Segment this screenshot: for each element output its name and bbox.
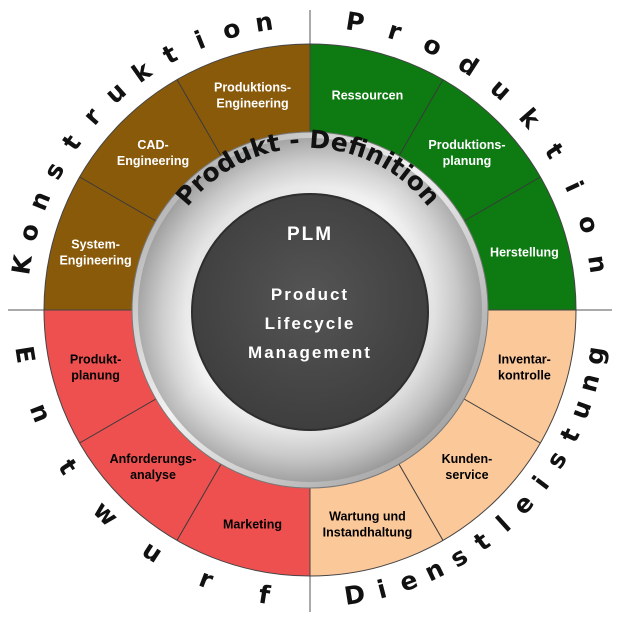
- segment-label-produktion-2: Produktions-planung: [428, 138, 505, 168]
- title-letter-dienstleistung-3: e: [396, 564, 423, 597]
- title-letter-produktion-1: P: [344, 6, 368, 38]
- divider-dienstleistung-2: [393, 455, 444, 541]
- title-letter-dienstleistung-11: t: [554, 423, 586, 447]
- title-letter-produktion-9: o: [572, 212, 605, 238]
- title-letter-dienstleistung-13: n: [573, 370, 606, 395]
- title-letter-entwurf-6: r: [195, 563, 218, 595]
- title-letter-konstruktion-3: n: [23, 186, 57, 214]
- title-letter-produktion-10: n: [582, 253, 614, 276]
- title-letter-konstruktion-1: K: [6, 251, 38, 276]
- title-letter-konstruktion-9: t: [158, 38, 183, 70]
- divider-entwurf-1: [176, 455, 227, 541]
- title-letter-konstruktion-2: o: [13, 219, 46, 244]
- center-heading: PLM: [287, 224, 333, 245]
- segment-label-konstruktion-1: System-Engineering: [59, 238, 131, 268]
- divider-konstruktion-1: [79, 176, 165, 227]
- segment-label-dienstleistung-1: Inventar-kontrolle: [498, 352, 551, 382]
- title-letter-entwurf-5: u: [137, 535, 169, 570]
- segment-dividers: [79, 79, 541, 541]
- title-letter-konstruktion-11: o: [219, 13, 244, 46]
- segment-label-dienstleistung-3: Wartung und Instandhaltung: [323, 509, 413, 539]
- title-letter-produktion-2: r: [385, 15, 406, 47]
- title-letter-dienstleistung-1: D: [342, 579, 368, 611]
- title-letter-entwurf-2: n: [24, 399, 58, 427]
- segment-label-produktion-3: Herstellung: [490, 246, 559, 260]
- segment-label-entwurf-3: Produkt-planung: [70, 352, 121, 382]
- title-letter-dienstleistung-9: i: [527, 470, 556, 495]
- title-letter-konstruktion-7: u: [99, 75, 132, 109]
- title-letter-konstruktion-10: i: [190, 25, 210, 55]
- title-letter-dienstleistung-5: s: [445, 540, 474, 573]
- title-letter-konstruktion-12: n: [253, 6, 276, 38]
- segment-label-konstruktion-2: CAD-Engineering: [117, 138, 189, 168]
- segment-label-produktion-1: Ressourcen: [332, 89, 404, 103]
- divider-dienstleistung-1: [455, 393, 541, 444]
- title-letter-produktion-7: t: [539, 138, 570, 165]
- title-letter-dienstleistung-10: s: [540, 445, 573, 474]
- title-letter-entwurf-7: f: [257, 580, 273, 611]
- divider-konstruktion-2: [176, 79, 227, 165]
- center-line-product: Product: [271, 285, 349, 304]
- title-letter-produktion-8: i: [559, 176, 589, 197]
- title-letter-dienstleistung-14: g: [579, 344, 611, 367]
- title-letter-konstruktion-8: k: [126, 55, 157, 89]
- title-letter-entwurf-1: E: [9, 344, 40, 366]
- title-letter-dienstleistung-4: n: [420, 553, 450, 587]
- title-letter-produktion-5: u: [485, 73, 518, 107]
- title-letter-dienstleistung-7: l: [491, 510, 518, 538]
- title-letter-produktion-4: d: [453, 48, 485, 83]
- title-letter-produktion-6: k: [513, 103, 547, 136]
- title-letter-dienstleistung-12: u: [564, 395, 598, 423]
- center-line-lifecycle: Lifecycle: [265, 314, 356, 333]
- title-letter-dienstleistung-8: e: [507, 488, 541, 521]
- segment-label-konstruktion-3: Produktions-Engineering: [214, 81, 291, 111]
- title-letter-konstruktion-6: r: [77, 101, 108, 130]
- segment-label-dienstleistung-2: Kunden-service: [442, 452, 493, 482]
- title-letter-dienstleistung-2: i: [374, 574, 391, 604]
- title-letter-konstruktion-5: t: [56, 128, 87, 155]
- title-letter-produktion-3: o: [419, 29, 448, 63]
- center-core: [191, 193, 429, 431]
- segment-labels: System-Engineering CAD-Engineering Produkt…: [59, 81, 558, 540]
- title-letter-entwurf-4: w: [87, 495, 125, 533]
- center-line-management: Management: [248, 343, 372, 362]
- divider-entwurf-2: [79, 393, 165, 444]
- segment-label-entwurf-2: Anforderungs-analyse: [110, 452, 197, 482]
- segment-label-entwurf-1: Marketing: [223, 517, 282, 531]
- divider-produktion-1: [393, 79, 444, 165]
- divider-produktion-2: [455, 176, 541, 227]
- title-letter-dienstleistung-6: t: [469, 526, 497, 557]
- title-letter-konstruktion-4: s: [38, 156, 71, 184]
- title-letter-entwurf-3: t: [52, 454, 83, 481]
